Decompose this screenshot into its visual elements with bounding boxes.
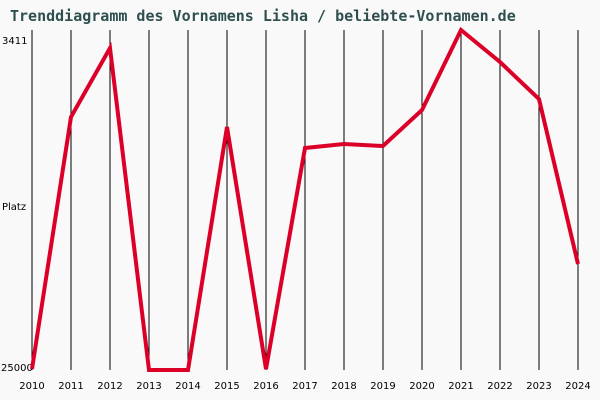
x-axis-label: 2015 bbox=[214, 381, 240, 392]
trend-line bbox=[30, 26, 580, 372]
x-axis-label: 2022 bbox=[487, 381, 513, 392]
y-axis-bottom-label: 25000 bbox=[1, 363, 33, 374]
x-axis-label: 2012 bbox=[97, 381, 123, 392]
x-axis-label: 2011 bbox=[58, 381, 84, 392]
x-axis-label: 2013 bbox=[136, 381, 162, 392]
x-axis-label: 2014 bbox=[175, 381, 201, 392]
chart-title: Trenddiagramm des Vornamens Lisha / beli… bbox=[10, 7, 516, 25]
x-axis-label: 2023 bbox=[526, 381, 552, 392]
y-axis-top-label: 3411 bbox=[2, 36, 28, 47]
x-axis-label: 2019 bbox=[370, 381, 396, 392]
y-axis-title: Platz bbox=[2, 202, 27, 213]
x-axis-label: 2018 bbox=[331, 381, 357, 392]
x-axis-label: 2021 bbox=[448, 381, 474, 392]
x-axis-label: 2010 bbox=[19, 381, 45, 392]
x-axis-label: 2020 bbox=[409, 381, 435, 392]
x-axis-label: 2024 bbox=[565, 381, 591, 392]
x-axis-label: 2017 bbox=[292, 381, 318, 392]
x-axis-label: 2016 bbox=[253, 381, 279, 392]
